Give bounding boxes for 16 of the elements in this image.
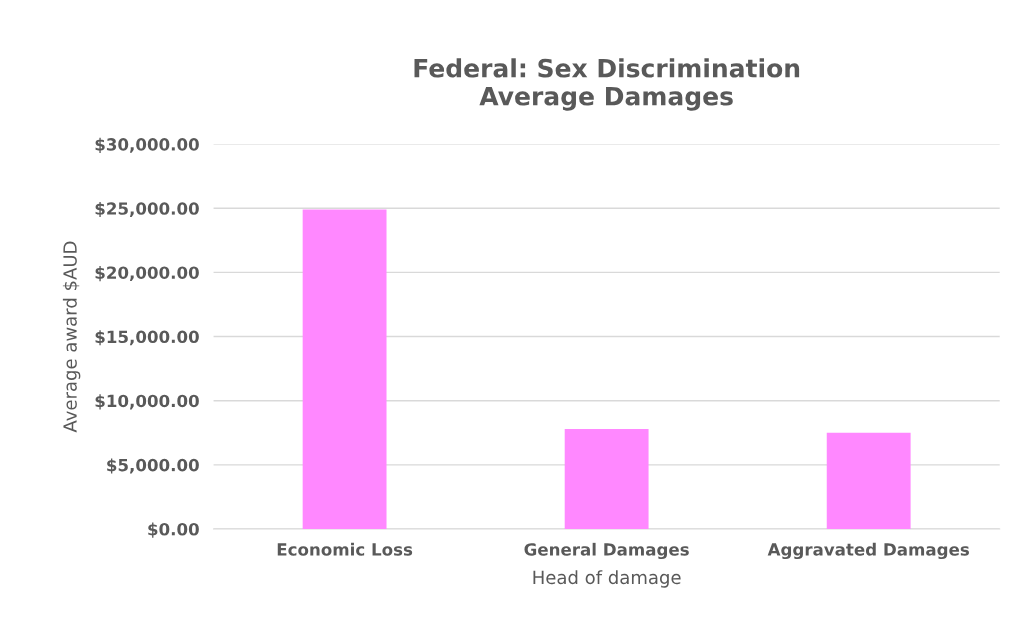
bar bbox=[826, 432, 911, 529]
y-axis-title: Average award $AUD bbox=[62, 241, 81, 433]
y-tick-label: $10,000.00 bbox=[95, 394, 199, 410]
y-tick-label: $15,000.00 bbox=[95, 330, 199, 346]
x-tick-label: General Damages bbox=[524, 542, 689, 560]
y-tick-label: $5,000.00 bbox=[107, 458, 199, 474]
bar bbox=[564, 428, 649, 529]
bar bbox=[302, 209, 387, 529]
x-tick-label: Aggravated Damages bbox=[767, 542, 969, 560]
x-axis-title: Head of damage bbox=[533, 570, 681, 588]
y-tick-label: $30,000.00 bbox=[95, 137, 199, 153]
chart-title: Federal: Sex Discrimination Average Damages bbox=[414, 58, 800, 111]
x-tick-label: Economic Loss bbox=[277, 542, 413, 556]
y-tick-label: $25,000.00 bbox=[95, 201, 199, 218]
y-tick-label: $0.00 bbox=[148, 522, 199, 538]
y-tick-label: $20,000.00 bbox=[95, 266, 199, 282]
